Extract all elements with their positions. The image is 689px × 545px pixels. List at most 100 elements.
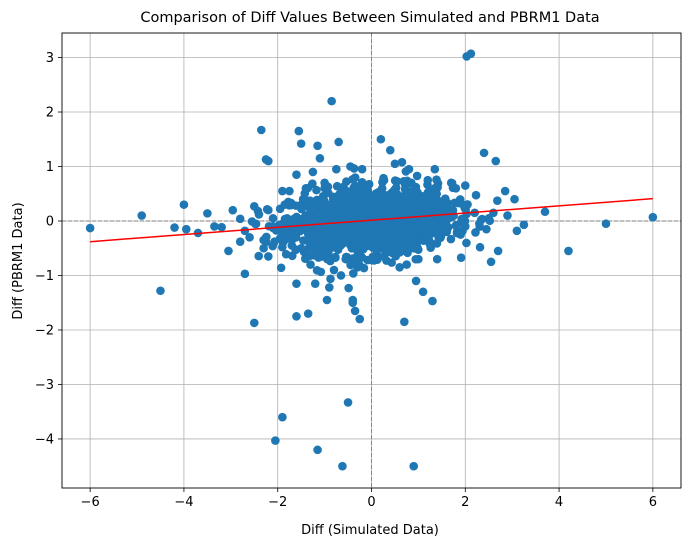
data-point <box>460 222 470 231</box>
data-point <box>648 212 658 222</box>
data-point <box>405 234 415 244</box>
data-point <box>312 185 321 195</box>
data-point <box>286 200 296 210</box>
data-point <box>181 224 191 234</box>
data-point <box>456 253 466 262</box>
data-point <box>348 269 358 278</box>
data-points <box>85 49 658 471</box>
data-point <box>491 156 501 166</box>
data-point <box>254 210 264 219</box>
data-point <box>313 224 323 233</box>
data-point <box>357 177 367 187</box>
data-point <box>348 298 358 308</box>
data-point <box>156 286 165 296</box>
data-point <box>240 226 250 236</box>
data-point <box>392 228 402 238</box>
data-point <box>349 224 358 234</box>
data-point <box>275 234 285 243</box>
data-point <box>407 204 417 214</box>
data-point <box>493 196 502 205</box>
data-point <box>430 219 440 229</box>
data-point <box>421 204 431 214</box>
data-point <box>412 171 422 181</box>
data-point <box>276 263 286 273</box>
data-point <box>320 178 329 188</box>
data-point <box>360 224 369 234</box>
data-point <box>331 252 340 262</box>
x-tick-label: 2 <box>461 495 469 510</box>
data-point <box>500 186 510 196</box>
data-point <box>350 240 359 250</box>
data-point <box>318 191 328 201</box>
data-point <box>412 187 422 196</box>
data-point <box>458 200 468 209</box>
data-point <box>401 223 410 232</box>
y-tick-label: 3 <box>46 51 54 66</box>
y-tick-label: −4 <box>35 432 54 447</box>
data-point <box>486 257 496 267</box>
data-point <box>433 230 443 239</box>
data-point <box>287 235 297 245</box>
data-point <box>256 125 266 135</box>
data-point <box>301 183 311 193</box>
data-point <box>400 190 410 200</box>
y-tick-label: −2 <box>35 323 54 338</box>
y-tick-label: −1 <box>35 269 54 284</box>
data-point <box>281 249 291 259</box>
data-point <box>392 201 402 210</box>
y-tick-label: 1 <box>46 160 54 175</box>
data-point <box>268 222 278 231</box>
data-point <box>425 194 435 204</box>
y-tick-label: −3 <box>35 378 54 393</box>
data-point <box>413 200 423 210</box>
x-tick-label: −6 <box>81 495 100 510</box>
data-point <box>399 210 408 219</box>
data-point <box>475 219 484 229</box>
data-point <box>292 279 301 288</box>
data-point <box>385 145 395 155</box>
data-point <box>449 211 458 221</box>
data-point <box>332 181 342 191</box>
data-point <box>85 223 95 233</box>
data-point <box>402 260 411 269</box>
data-point <box>235 214 245 224</box>
data-point <box>329 265 339 275</box>
x-tick-label: −4 <box>174 495 193 510</box>
data-point <box>379 173 388 183</box>
data-point <box>327 96 336 106</box>
data-point <box>259 243 268 253</box>
data-point <box>475 242 485 252</box>
data-point <box>278 186 287 196</box>
data-point <box>392 238 402 248</box>
data-point <box>137 211 147 220</box>
data-point <box>388 248 397 258</box>
data-point <box>344 283 353 293</box>
data-point <box>422 218 431 228</box>
data-point <box>397 157 407 167</box>
data-point <box>428 296 437 306</box>
data-point <box>371 217 381 226</box>
data-point <box>400 317 409 327</box>
data-point <box>564 246 573 256</box>
data-point <box>376 134 386 144</box>
data-point <box>384 240 393 250</box>
x-tick-label: 0 <box>367 495 375 510</box>
data-point <box>326 274 335 284</box>
data-point <box>368 235 377 245</box>
data-point <box>292 212 301 222</box>
data-point <box>411 276 421 286</box>
data-point <box>451 183 461 193</box>
x-tick-label: 4 <box>555 495 563 510</box>
data-point <box>540 207 550 217</box>
data-point <box>296 139 306 148</box>
data-point <box>310 279 320 288</box>
data-point <box>312 197 321 207</box>
data-point <box>240 269 250 279</box>
data-point <box>224 246 233 256</box>
data-point <box>381 247 390 257</box>
data-point <box>348 175 357 184</box>
data-point <box>357 164 367 174</box>
data-point <box>324 283 334 292</box>
data-point <box>331 211 341 221</box>
data-point <box>460 181 470 190</box>
